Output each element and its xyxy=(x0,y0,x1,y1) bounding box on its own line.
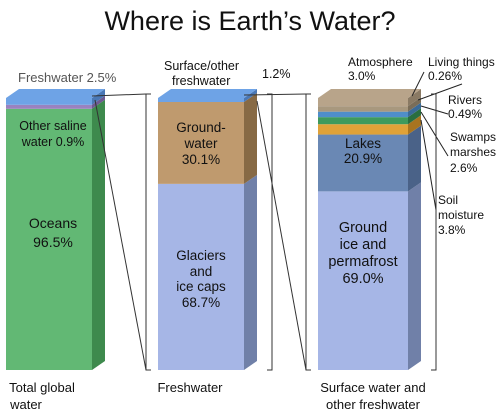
x-label-surface-line2: other freshwater xyxy=(326,397,421,412)
bar-segment-lakes xyxy=(318,134,408,192)
leader-line-3 xyxy=(420,105,449,115)
bar-side-rivers xyxy=(408,102,421,118)
soil-moisture-label-line1: Soil xyxy=(438,193,458,207)
atmosphere-label-line1: Atmosphere xyxy=(348,55,413,69)
bar-segment-ground-water xyxy=(158,102,244,184)
groundwater-label-line1: Ground- xyxy=(176,120,226,135)
leader-line-1 xyxy=(411,71,425,97)
surface-other-value: 1.2% xyxy=(262,67,291,81)
groundwater-label-line3: 30.1% xyxy=(182,152,220,167)
bar-side-atmosphere xyxy=(408,89,421,107)
living-things-label-line1: Living things xyxy=(428,55,495,69)
x-label-total-global-line2: water xyxy=(9,397,42,412)
bar-side-ground-ice-and-permafrost xyxy=(408,182,421,370)
ground-ice-label-line2: ice and xyxy=(340,237,387,253)
leader-line-4 xyxy=(420,111,449,157)
bar-segment-soil-moisture xyxy=(318,124,408,135)
x-label-surface-line1: Surface water and xyxy=(320,380,426,395)
ground-ice-label-line3: permafrost xyxy=(328,254,397,270)
ground-ice-label-line1: Ground xyxy=(339,220,387,236)
living-things-label-line2: 0.26% xyxy=(428,69,462,83)
ground-ice-label-line4: 69.0% xyxy=(342,271,383,287)
bar-top-atmosphere xyxy=(318,89,421,98)
surface-other-label-line1: Surface/other xyxy=(164,59,239,73)
surface-other-label-line2: freshwater xyxy=(172,74,230,88)
swamps-marshes-label-line3: 2.6% xyxy=(450,161,478,175)
leader-line-2 xyxy=(417,83,463,101)
lakes-value: 20.9% xyxy=(344,151,382,166)
bar-segment-freshwater xyxy=(6,98,92,105)
bar-side-oceans xyxy=(92,99,105,370)
connector-2-lower xyxy=(256,100,307,371)
leader-line-5 xyxy=(420,119,437,211)
bar-segment-glaciers-and-ice-caps xyxy=(158,183,244,370)
glaciers-label-line4: 68.7% xyxy=(182,295,220,310)
bar-top-surface-other-freshwater xyxy=(158,89,257,98)
rivers-label-line1: Rivers xyxy=(448,93,482,107)
swamps-marshes-label-line1: Swamps xyxy=(450,130,496,144)
freshwater-label: Freshwater 2.5% xyxy=(18,70,117,85)
oceans-label: Oceans xyxy=(29,215,77,231)
surface-bracket-right xyxy=(431,93,437,371)
oceans-value: 96.5% xyxy=(33,234,73,250)
swamps-marshes-label-line2: marshes xyxy=(450,145,496,159)
atmosphere-label-line2: 3.0% xyxy=(348,69,376,83)
bar-segment-oceans xyxy=(6,108,92,370)
rivers-label-line2: 0.49% xyxy=(448,107,482,121)
bar-side-soil-moisture xyxy=(408,115,421,135)
bar-segment-ground-ice-and-permafrost xyxy=(318,191,408,370)
other-saline-value: water 0.9% xyxy=(21,135,85,149)
bar-side-swamps-marshes xyxy=(408,108,421,125)
bar-side-living-things xyxy=(408,97,421,112)
bar-side-glaciers-and-ice-caps xyxy=(244,174,257,370)
soil-moisture-label-line3: 3.8% xyxy=(438,223,466,237)
groundwater-label-line2: water xyxy=(183,136,218,151)
soil-moisture-label-line2: moisture xyxy=(438,208,484,222)
glaciers-label-line1: Glaciers xyxy=(176,248,226,263)
connector-1-upper xyxy=(91,93,147,97)
bar-segment-living-things xyxy=(318,106,408,112)
glaciers-label-line3: ice caps xyxy=(176,279,226,294)
connector-2-upper xyxy=(243,93,307,96)
bar-segment-other-saline-water xyxy=(6,104,92,109)
bar-segment-surface-other-freshwater xyxy=(158,98,244,102)
bar-side-lakes xyxy=(408,125,421,192)
chart-title: Where is Earth’s Water? xyxy=(104,6,395,36)
connector-1-lower xyxy=(94,99,147,371)
surface-bracket-left xyxy=(305,93,311,371)
bar-top-freshwater xyxy=(6,89,105,98)
freshwater-bracket-right xyxy=(267,93,273,371)
x-label-total-global-line1: Total global xyxy=(9,380,75,395)
bar-segment-rivers xyxy=(318,111,408,118)
bar-segment-atmosphere xyxy=(318,98,408,107)
glaciers-label-line2: and xyxy=(190,264,213,279)
bar-segment-swamps-marshes xyxy=(318,117,408,125)
bar-side-surface-other-freshwater xyxy=(244,89,257,102)
lakes-label: Lakes xyxy=(345,136,381,151)
x-label-freshwater: Freshwater xyxy=(157,380,223,395)
other-saline-label: Other saline xyxy=(19,119,86,133)
freshwater-bracket-left xyxy=(145,93,151,371)
bar-side-ground-water xyxy=(244,93,257,184)
bar-side-other-saline-water xyxy=(92,95,105,109)
